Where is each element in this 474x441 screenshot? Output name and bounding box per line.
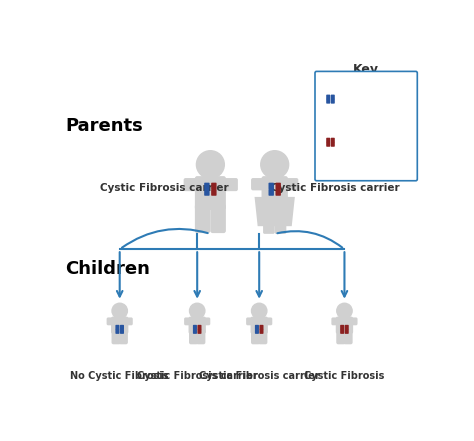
FancyBboxPatch shape [275,183,281,189]
FancyBboxPatch shape [184,318,192,325]
FancyBboxPatch shape [111,317,128,334]
FancyBboxPatch shape [183,178,200,191]
FancyBboxPatch shape [211,183,217,189]
FancyBboxPatch shape [326,138,330,142]
FancyBboxPatch shape [264,318,272,325]
FancyBboxPatch shape [331,138,335,142]
Text: Cystic Fibrosis: Cystic Fibrosis [304,371,384,381]
FancyBboxPatch shape [196,329,205,344]
Text: No Cystic Fibrosis: No Cystic Fibrosis [71,371,169,381]
FancyBboxPatch shape [193,329,197,334]
FancyBboxPatch shape [255,325,259,330]
FancyBboxPatch shape [331,318,340,325]
FancyBboxPatch shape [222,178,238,191]
Text: CFTR: CFTR [345,136,371,146]
Circle shape [261,151,289,179]
FancyBboxPatch shape [275,224,286,234]
Circle shape [196,151,224,179]
FancyBboxPatch shape [189,317,206,334]
FancyBboxPatch shape [193,325,197,330]
FancyBboxPatch shape [258,329,267,344]
FancyBboxPatch shape [246,318,255,325]
FancyBboxPatch shape [326,95,330,100]
FancyBboxPatch shape [331,95,335,100]
Circle shape [252,303,267,318]
FancyBboxPatch shape [195,204,210,233]
FancyBboxPatch shape [259,325,264,330]
Text: gene: gene [345,145,371,155]
FancyBboxPatch shape [204,183,210,189]
FancyBboxPatch shape [115,329,119,334]
FancyBboxPatch shape [268,189,274,196]
FancyBboxPatch shape [315,71,417,181]
FancyBboxPatch shape [345,325,349,330]
FancyBboxPatch shape [283,178,298,191]
Text: Parents: Parents [65,117,143,135]
Text: Mutated: Mutated [345,128,388,138]
Text: Cystic Fibrosis carrier: Cystic Fibrosis carrier [100,183,228,193]
FancyBboxPatch shape [198,325,201,330]
FancyBboxPatch shape [120,325,124,330]
FancyBboxPatch shape [331,99,335,104]
FancyBboxPatch shape [115,325,119,330]
FancyBboxPatch shape [118,329,128,344]
FancyBboxPatch shape [340,325,344,330]
FancyBboxPatch shape [331,142,335,147]
FancyBboxPatch shape [111,329,121,344]
Circle shape [337,303,352,318]
FancyBboxPatch shape [120,329,124,334]
FancyBboxPatch shape [326,142,330,147]
FancyBboxPatch shape [195,176,226,210]
FancyBboxPatch shape [210,204,226,233]
FancyBboxPatch shape [251,329,260,344]
Text: Cystic Fibrosis carrier: Cystic Fibrosis carrier [271,183,400,193]
FancyBboxPatch shape [189,329,198,344]
FancyBboxPatch shape [255,329,259,334]
Text: Cystic Fibrosis carrier: Cystic Fibrosis carrier [199,371,319,381]
Polygon shape [255,197,295,226]
FancyBboxPatch shape [251,317,268,334]
Circle shape [112,303,128,318]
FancyBboxPatch shape [345,329,349,334]
FancyBboxPatch shape [326,99,330,104]
FancyBboxPatch shape [263,224,275,234]
FancyBboxPatch shape [268,183,274,189]
FancyBboxPatch shape [202,318,210,325]
FancyBboxPatch shape [349,318,357,325]
Circle shape [190,303,205,318]
Text: gene: gene [345,102,371,112]
FancyBboxPatch shape [124,318,133,325]
FancyBboxPatch shape [211,189,217,196]
FancyBboxPatch shape [107,318,115,325]
FancyBboxPatch shape [336,329,346,344]
FancyBboxPatch shape [262,176,288,199]
FancyBboxPatch shape [275,189,281,196]
Text: Key: Key [353,63,379,76]
Text: Normal: Normal [345,85,383,95]
FancyBboxPatch shape [259,329,264,334]
FancyBboxPatch shape [336,317,353,334]
FancyBboxPatch shape [344,329,353,344]
FancyBboxPatch shape [340,329,344,334]
Text: CFTR: CFTR [345,93,371,103]
Text: Cystic Fibrosis carrier: Cystic Fibrosis carrier [137,371,257,381]
FancyBboxPatch shape [204,189,210,196]
FancyBboxPatch shape [198,329,201,334]
Text: Children: Children [65,259,150,277]
FancyBboxPatch shape [251,178,266,191]
